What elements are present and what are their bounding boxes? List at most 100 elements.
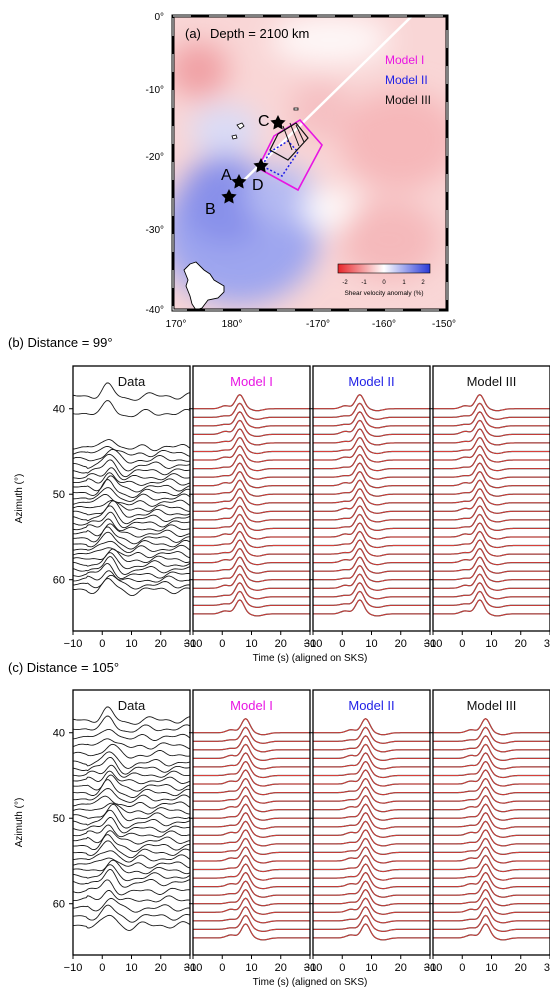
synthetic-trace: [433, 923, 550, 941]
x-tick-label: 20: [395, 638, 407, 650]
synthetic-trace: [313, 479, 430, 497]
map-x-tick: -150°: [432, 319, 456, 330]
model-iii-hatching: [282, 122, 305, 151]
data-trace: [73, 453, 190, 472]
synthetic-trace: [193, 522, 310, 540]
synthetic-trace: [433, 394, 550, 412]
data-trace: [73, 445, 190, 458]
y-tick-label: 60: [53, 575, 65, 587]
synthetic-trace: [313, 394, 430, 412]
synthetic-trace: [433, 880, 550, 898]
data-trace: [73, 834, 190, 853]
panel-a-label: (a): [185, 26, 201, 41]
colorbar-tick: 1: [402, 280, 406, 286]
synthetic-trace: [313, 760, 430, 778]
synthetic-trace: [313, 548, 430, 566]
trace-group: [193, 718, 310, 941]
synthetic-trace: [193, 837, 310, 855]
synthetic-trace: [433, 718, 550, 736]
trace-group: [433, 394, 550, 617]
synthetic-trace: [313, 565, 430, 583]
x-tick-label: 30: [424, 638, 436, 650]
synthetic-trace: [193, 812, 310, 830]
station-stars: A B C D: [205, 113, 286, 218]
waveform-subplot-1: −10 0 10 20 30 Data 40 50 60: [53, 365, 196, 650]
synthetic-trace: [313, 923, 430, 941]
synthetic-trace: [313, 769, 430, 787]
colorbar-label: Shear velocity anomaly (%): [344, 290, 423, 297]
synthetic-trace: [433, 479, 550, 497]
synthetic-trace: [193, 923, 310, 941]
waveform-subplot-2: −10 0 10 20 30 Model I: [184, 365, 316, 650]
synthetic-trace: [433, 906, 550, 924]
synthetic-trace: [313, 496, 430, 514]
synthetic-trace: [313, 914, 430, 932]
synthetic-trace: [433, 496, 550, 514]
synthetic-trace: [193, 590, 310, 608]
data-trace: [73, 552, 190, 570]
synthetic-trace: [193, 599, 310, 617]
synthetic-trace: [433, 556, 550, 574]
station-label-c: C: [258, 113, 270, 130]
subplot-title: Model II: [348, 698, 394, 713]
data-trace: [73, 487, 190, 502]
station-label-d: D: [252, 177, 264, 194]
data-trace: [73, 563, 190, 580]
map-panel: A B C D (a) Depth = 2100 km Model I Mode…: [146, 12, 456, 330]
synthetic-trace: [433, 786, 550, 804]
star-d-icon: [253, 158, 269, 173]
subplot-frame: [312, 365, 431, 632]
data-trace: [73, 770, 190, 785]
new-zealand-landmass: [183, 261, 225, 310]
map-frame-ticks: [172, 15, 448, 311]
synthetic-trace: [193, 496, 310, 514]
synthetic-trace: [313, 573, 430, 591]
synthetic-trace: [193, 471, 310, 489]
synthetic-trace: [193, 462, 310, 480]
waveform-subplot-1: −10 0 10 20 30 Data 40 50 60: [53, 689, 196, 974]
data-trace: [73, 493, 190, 507]
synthetic-trace: [313, 522, 430, 540]
x-tick-label: 10: [485, 962, 497, 974]
synthetic-trace: [313, 829, 430, 847]
synthetic-trace: [193, 786, 310, 804]
x-tick-label: 10: [125, 962, 137, 974]
synthetic-trace: [193, 803, 310, 821]
waveform-subplot-4: −10 0 10 20 30 Model III: [424, 365, 550, 650]
synthetic-trace: [313, 530, 430, 548]
x-tick-label: −10: [64, 962, 83, 974]
synthetic-trace: [433, 462, 550, 480]
synthetic-trace: [313, 906, 430, 924]
waveform-subplot-2: −10 0 10 20 30 Model I: [184, 689, 316, 974]
x-tick-label: 0: [339, 638, 345, 650]
synthetic-trace: [193, 436, 310, 454]
synthetic-trace: [313, 880, 430, 898]
waveform-subplot-3: −10 0 10 20 30 Model II: [304, 689, 436, 974]
data-trace: [73, 890, 190, 903]
data-trace: [73, 540, 190, 554]
data-trace: [73, 500, 190, 512]
data-trace: [73, 556, 190, 575]
data-trace: [73, 400, 190, 418]
data-trace: [73, 531, 190, 550]
synthetic-trace: [433, 548, 550, 566]
x-tick-label: 30: [544, 962, 550, 974]
trace-group: [433, 718, 550, 941]
x-tick-label: −10: [184, 962, 203, 974]
map-x-tick: 170°: [166, 319, 187, 330]
x-tick-label: 20: [155, 638, 167, 650]
x-tick-label: 0: [219, 638, 225, 650]
data-trace: [73, 914, 190, 931]
map-x-tick: -170°: [306, 319, 330, 330]
subplot-title: Model I: [230, 374, 273, 389]
synthetic-trace: [433, 445, 550, 463]
data-trace: [73, 574, 190, 590]
data-trace: [73, 830, 190, 845]
synthetic-trace: [313, 820, 430, 838]
synthetic-trace: [433, 795, 550, 813]
synthetic-trace: [193, 402, 310, 420]
synthetic-trace: [193, 419, 310, 437]
synthetic-trace: [313, 837, 430, 855]
waveform-subplot-4: −10 0 10 20 30 Model III: [424, 689, 550, 974]
synthetic-trace: [193, 743, 310, 761]
